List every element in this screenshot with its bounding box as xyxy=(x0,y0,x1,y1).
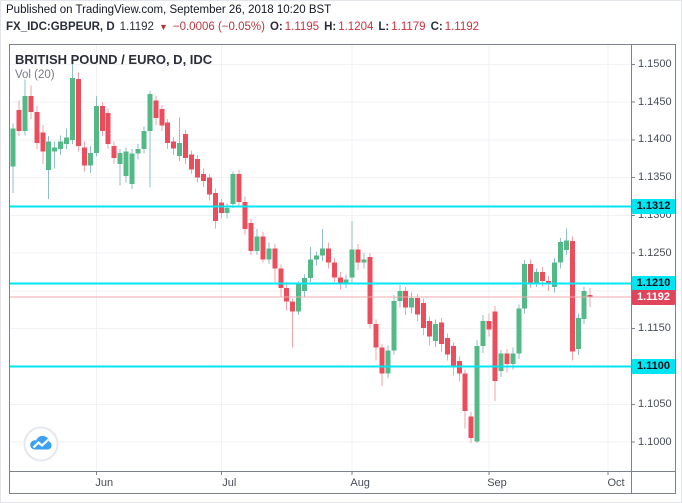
y-axis-label: 1.1250 xyxy=(638,246,672,259)
y-axis-label: 1.1500 xyxy=(638,57,672,70)
level-price-label: 1.1210 xyxy=(632,275,675,291)
tradingview-logo[interactable] xyxy=(23,426,59,462)
y-axis-label: 1.1050 xyxy=(638,397,672,410)
price-change: −0.0006 (−0.05%) xyxy=(172,21,265,33)
x-axis-label: Sep xyxy=(487,477,507,489)
y-axis-label: 1.1400 xyxy=(638,133,672,146)
published-line: Published on TradingView.com, September … xyxy=(6,4,332,16)
open-label: O: xyxy=(269,21,283,33)
chart-plot-area[interactable] xyxy=(10,45,631,471)
open-value: 1.1195 xyxy=(284,21,320,33)
high-readout: H: 1.1204 xyxy=(324,21,373,33)
high-value: 1.1204 xyxy=(338,21,374,33)
down-triangle-icon: ▼ xyxy=(158,22,168,32)
low-readout: L: 1.1179 xyxy=(378,21,425,33)
x-axis-label: Jul xyxy=(222,477,237,489)
chart-panel xyxy=(9,44,676,494)
last-price-value: 1.1192 xyxy=(119,21,154,33)
volume-indicator-label: Vol (20) xyxy=(15,69,55,81)
level-price-label: 1.1100 xyxy=(632,359,675,374)
open-readout: O: 1.1195 xyxy=(270,21,319,33)
low-label: L: xyxy=(378,21,390,33)
x-axis-label: Aug xyxy=(350,477,370,489)
high-label: H: xyxy=(324,21,337,33)
last-price-label: 1.1192 xyxy=(632,289,675,305)
y-axis-label: 1.1350 xyxy=(638,171,672,184)
x-axis-label: Oct xyxy=(607,477,625,489)
close-value: 1.1192 xyxy=(444,21,480,33)
price-axis-separator xyxy=(631,44,632,494)
close-label: C: xyxy=(430,21,443,33)
tradingview-cloud-icon xyxy=(23,426,59,462)
level-price-label: 1.1312 xyxy=(632,198,675,214)
low-value: 1.1179 xyxy=(391,21,426,33)
y-axis-label: 1.1450 xyxy=(638,95,672,108)
time-axis-separator xyxy=(9,471,676,472)
symbol-header: FX_IDC:GBPEUR, D 1.1192 ▼ −0.0006 (−0.05… xyxy=(6,21,479,33)
chart-title: BRITISH POUND / EURO, D, IDC xyxy=(15,52,213,67)
close-readout: C: 1.1192 xyxy=(431,21,479,33)
y-axis-label: 1.1150 xyxy=(638,322,671,335)
x-axis-label: Jun xyxy=(95,477,114,489)
symbol-name: FX_IDC:GBPEUR, D xyxy=(6,21,115,33)
y-axis-label: 1.1000 xyxy=(638,435,672,448)
